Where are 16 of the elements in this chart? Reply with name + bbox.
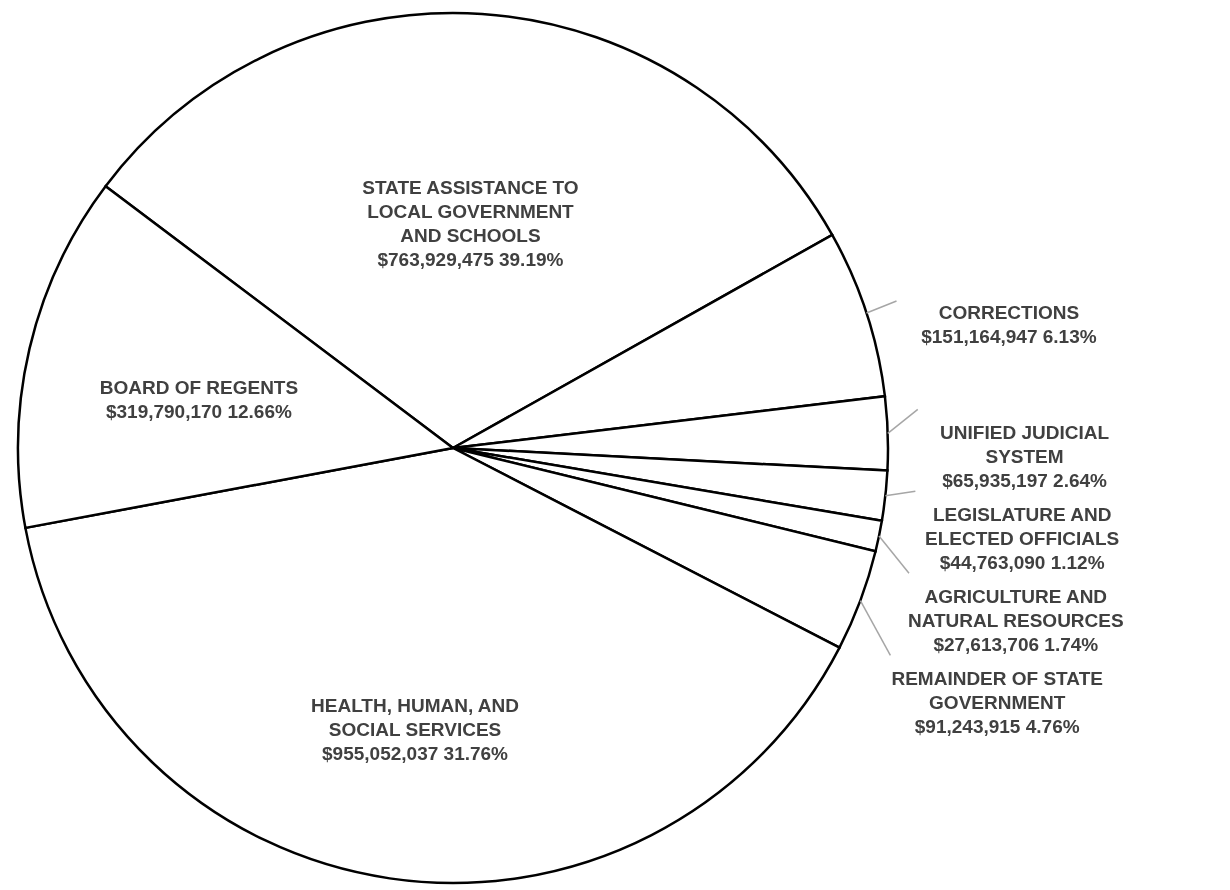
slice-label: BOARD OF REGENTS (99, 377, 299, 399)
data-label: $319,790,170 12.66% (105, 401, 292, 423)
data-label: $763,929,475 39.19% (377, 248, 564, 270)
slice-label: LEGISLATURE AND ELECTED OFFICIALS (925, 504, 1120, 550)
slice-label: AGRICULTURE AND NATURAL RESOURCES (907, 586, 1124, 632)
data-label: $151,164,947 6.13% (921, 325, 1097, 347)
slice-label: HEALTH, HUMAN, AND SOCIAL SERVICES (311, 695, 519, 741)
data-label: $44,763,090 1.12% (939, 552, 1105, 574)
data-label: $27,613,706 1.74% (933, 634, 1099, 656)
data-label: $91,243,915 4.76% (914, 716, 1080, 738)
slice-label: UNIFIED JUDICIAL SYSTEM (940, 422, 1110, 468)
slice-label: STATE ASSISTANCE TO LOCAL GOVERNMENT AND SCHOOLS (362, 176, 579, 246)
slice-label: REMAINDER OF STATE GOVERNMENT (891, 668, 1103, 714)
data-label: $955,052,037 31.76% (322, 743, 509, 765)
data-label: $65,935,197 2.64% (942, 470, 1108, 492)
slice-label: CORRECTIONS (938, 301, 1080, 323)
